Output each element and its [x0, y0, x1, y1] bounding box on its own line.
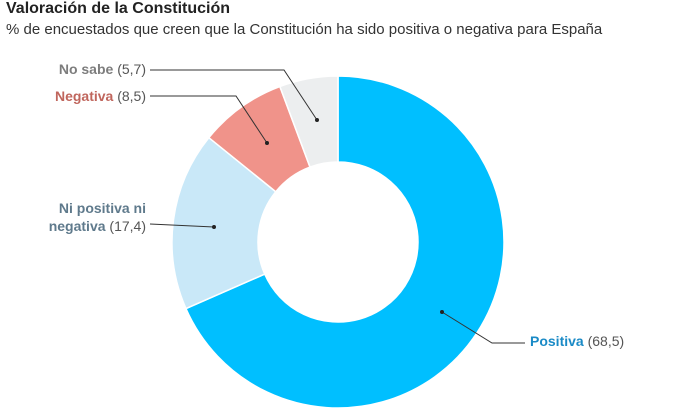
- leader-line-ni-positiva-ni-negativa: [149, 223, 215, 228]
- label-name-line: negativa: [49, 218, 106, 234]
- label-name-line: No sabe: [59, 61, 114, 77]
- donut-slices: [171, 75, 505, 409]
- label-name-line: Negativa: [55, 88, 114, 104]
- leader-line-no-sabe: [150, 69, 318, 121]
- label-value: (8,5): [113, 88, 146, 104]
- leader-dot-positiva: [440, 310, 444, 314]
- label-name-line: Ni positiva ni: [59, 200, 146, 216]
- label-value: (68,5): [584, 333, 624, 349]
- slice-no-sabe[interactable]: [278, 75, 339, 169]
- label-name-line: Positiva: [530, 333, 584, 349]
- label-value: (5,7): [113, 61, 146, 77]
- leader-dot-ni-positiva-ni-negativa: [212, 225, 216, 229]
- chart-title: Valoración de la Constitución: [6, 0, 231, 17]
- label-no-sabe: No sabe (5,7): [59, 61, 146, 77]
- label-ni-positiva-ni-negativa: Ni positiva ni negativa (17,4): [49, 200, 146, 234]
- slice-positiva[interactable]: [184, 75, 505, 409]
- leader-line-positiva: [441, 311, 525, 344]
- leader-line-negativa: [150, 95, 268, 144]
- slice-labels: Positiva (68,5) Ni positiva ni negativa (1…: [49, 61, 624, 349]
- leader-dot-negativa: [265, 141, 269, 145]
- leader-lines: [149, 69, 525, 344]
- label-value: (17,4): [106, 218, 146, 234]
- leader-dot-no-sabe: [315, 118, 319, 122]
- slice-ni-positiva-ni-negativa[interactable]: [171, 136, 277, 310]
- label-positiva: Positiva (68,5): [530, 333, 624, 349]
- label-negativa: Negativa (8,5): [55, 88, 146, 104]
- chart-subtitle: % de encuestados que creen que la Consti…: [6, 21, 603, 38]
